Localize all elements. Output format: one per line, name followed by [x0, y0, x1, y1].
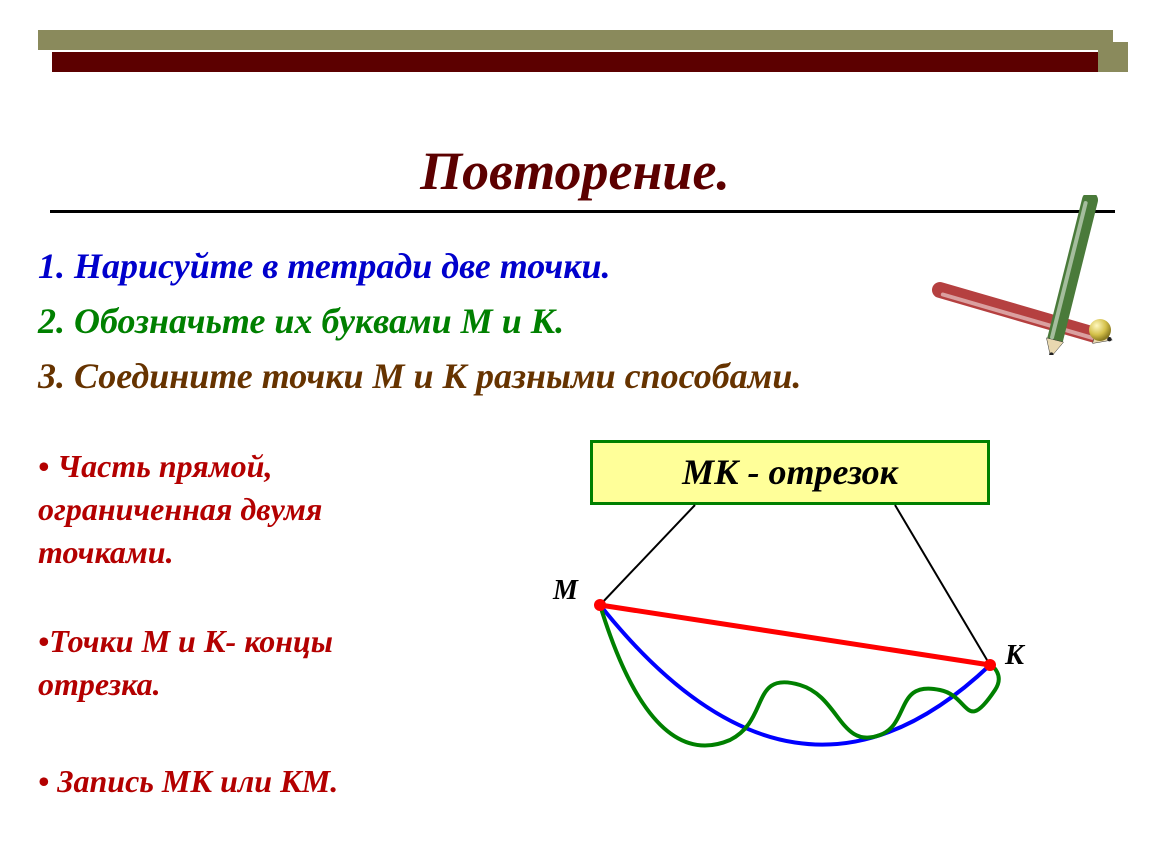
instruction-2: 2. Обозначьте их буквами М и К.: [38, 300, 564, 342]
instruction-3: 3. Соедините точки М и К разными способа…: [38, 355, 801, 397]
top-bar-maroon: [52, 52, 1127, 72]
page-title: Повторение.: [0, 140, 1150, 202]
point-m-label: М: [553, 575, 578, 607]
definition-endpoints: •Точки М и К- концы отрезка.: [38, 620, 458, 706]
definition-segment: • Часть прямой, ограниченная двумя точка…: [38, 445, 458, 575]
segment-diagram: [500, 430, 1100, 830]
corner-accent: [1098, 42, 1128, 72]
top-bar-olive: [38, 30, 1113, 50]
instruction-1: 1. Нарисуйте в тетради две точки.: [38, 245, 611, 287]
point-k-label: К: [1005, 640, 1024, 672]
pencils-icon: [920, 195, 1150, 355]
definition-notation: • Запись МК или КМ.: [38, 760, 458, 803]
